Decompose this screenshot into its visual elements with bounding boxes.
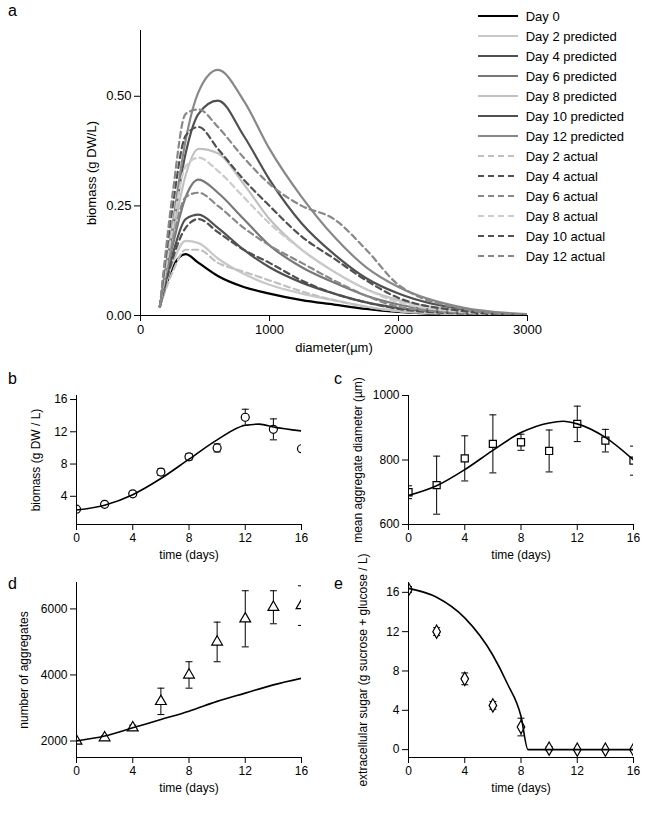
- html-text:Day 8 actual: Day 8 actual: [525, 208, 598, 224]
- html-text:number of aggregates: number of aggregates: [17, 610, 31, 729]
- svg-text:2000: 2000: [41, 734, 68, 748]
- svg-text:800: 800: [379, 453, 399, 467]
- svg-text:2000: 2000: [384, 322, 413, 337]
- svg-text:3000: 3000: [513, 322, 542, 337]
- svg-text:diameter(µm): diameter(µm): [295, 340, 373, 355]
- svg-text:8: 8: [518, 531, 525, 545]
- html-text:Day 8 predicted: Day 8 predicted: [525, 88, 617, 104]
- svg-text:0.25: 0.25: [106, 198, 131, 213]
- svg-text:12: 12: [54, 425, 68, 439]
- html-text:mean aggregate diameter (µm): mean aggregate diameter (µm): [351, 376, 365, 543]
- html-text:Day 10 actual: Day 10 actual: [525, 228, 606, 244]
- html-text:Day 4 actual: Day 4 actual: [525, 168, 598, 184]
- svg-text:600: 600: [379, 517, 399, 531]
- svg-text:0: 0: [405, 764, 412, 778]
- svg-text:16: 16: [295, 531, 309, 545]
- svg-text:1000: 1000: [373, 388, 400, 402]
- svg-text:4: 4: [461, 764, 468, 778]
- svg-text:0: 0: [393, 742, 400, 756]
- svg-text:0.50: 0.50: [106, 88, 131, 103]
- svg-text:8: 8: [518, 764, 525, 778]
- svg-text:16: 16: [627, 764, 641, 778]
- svg-text:time (days): time (days): [159, 548, 218, 562]
- svg-text:0: 0: [73, 764, 80, 778]
- svg-text:time (days): time (days): [159, 781, 218, 795]
- html-text:biomass (g DW / L): biomass (g DW / L): [29, 408, 43, 511]
- svg-text:4000: 4000: [41, 668, 68, 682]
- svg-text:4: 4: [61, 489, 68, 503]
- svg-text:1000: 1000: [255, 322, 284, 337]
- svg-text:4: 4: [129, 764, 136, 778]
- html-text:Day 12 predicted: Day 12 predicted: [525, 128, 624, 144]
- svg-text:time (days): time (days): [491, 781, 550, 795]
- svg-text:8: 8: [61, 457, 68, 471]
- html-text:b: b: [8, 370, 17, 387]
- svg-text:6000: 6000: [41, 602, 68, 616]
- svg-text:0.00: 0.00: [106, 308, 131, 323]
- svg-text:0: 0: [73, 531, 80, 545]
- html-text:Day 0: Day 0: [525, 8, 560, 24]
- svg-text:8: 8: [393, 664, 400, 678]
- svg-text:16: 16: [627, 531, 641, 545]
- html-text:Day 12 actual: Day 12 actual: [525, 248, 606, 264]
- svg-text:16: 16: [386, 585, 400, 599]
- html-text:Day 6 actual: Day 6 actual: [525, 188, 598, 204]
- svg-text:4: 4: [461, 531, 468, 545]
- html-text:Day 4 predicted: Day 4 predicted: [525, 48, 617, 64]
- svg-text:8: 8: [186, 764, 193, 778]
- svg-text:4: 4: [393, 703, 400, 717]
- html-text:e: e: [334, 575, 343, 592]
- html-text:Day 2 predicted: Day 2 predicted: [525, 28, 617, 44]
- svg-text:12: 12: [571, 764, 585, 778]
- svg-text:12: 12: [386, 624, 400, 638]
- html-text:Day 2 actual: Day 2 actual: [525, 148, 598, 164]
- svg-text:time (days): time (days): [491, 548, 550, 562]
- svg-text:16: 16: [295, 764, 309, 778]
- svg-text:0: 0: [405, 531, 412, 545]
- html-text:extracellular sugar (g sucrose: extracellular sugar (g sucrose + glucose…: [356, 553, 370, 787]
- svg-text:0: 0: [137, 322, 144, 337]
- svg-text:16: 16: [54, 392, 68, 406]
- svg-text:12: 12: [239, 531, 253, 545]
- html-text:d: d: [8, 575, 17, 592]
- svg-text:8: 8: [186, 531, 193, 545]
- svg-text:12: 12: [571, 531, 585, 545]
- svg-text:4: 4: [129, 531, 136, 545]
- html-text:Day 10 predicted: Day 10 predicted: [525, 108, 624, 124]
- html-text:c: c: [334, 370, 342, 387]
- html-text:biomass (g DW/L): biomass (g DW/L): [84, 120, 99, 225]
- html-text:a: a: [8, 2, 17, 19]
- svg-text:12: 12: [239, 764, 253, 778]
- html-text:Day 6 predicted: Day 6 predicted: [525, 68, 617, 84]
